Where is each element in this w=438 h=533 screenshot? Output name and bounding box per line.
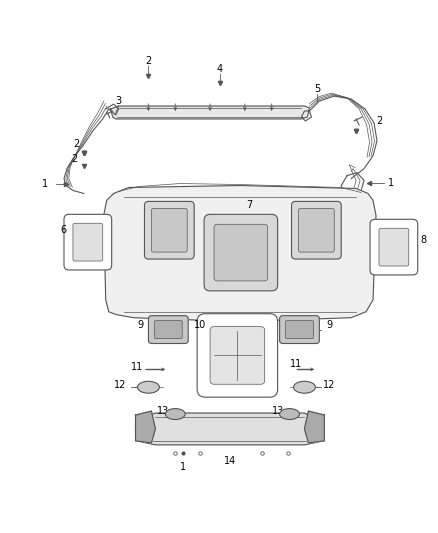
FancyBboxPatch shape [155, 321, 182, 338]
FancyBboxPatch shape [298, 208, 334, 252]
FancyBboxPatch shape [214, 224, 268, 281]
FancyBboxPatch shape [197, 314, 278, 397]
FancyBboxPatch shape [152, 208, 187, 252]
FancyBboxPatch shape [379, 228, 409, 266]
Text: 9: 9 [326, 320, 332, 329]
Text: 7: 7 [247, 200, 253, 211]
Text: 4: 4 [217, 64, 223, 74]
Text: 2: 2 [376, 116, 382, 126]
Text: 11: 11 [131, 362, 144, 373]
Text: 2: 2 [71, 154, 77, 164]
Text: 2: 2 [145, 56, 152, 66]
Text: 8: 8 [420, 235, 427, 245]
Ellipse shape [279, 409, 300, 419]
FancyBboxPatch shape [370, 219, 418, 275]
Text: 12: 12 [114, 380, 127, 390]
FancyBboxPatch shape [145, 201, 194, 259]
Text: 3: 3 [116, 96, 122, 106]
Polygon shape [104, 185, 376, 321]
FancyBboxPatch shape [292, 201, 341, 259]
Polygon shape [135, 411, 155, 443]
Text: 13: 13 [272, 406, 284, 416]
Polygon shape [304, 411, 324, 443]
Text: 5: 5 [314, 84, 321, 94]
Text: 6: 6 [60, 225, 66, 235]
Ellipse shape [293, 381, 315, 393]
Polygon shape [135, 413, 324, 445]
FancyBboxPatch shape [148, 316, 188, 343]
Text: 12: 12 [323, 380, 336, 390]
Text: 1: 1 [388, 177, 394, 188]
Text: 1: 1 [180, 462, 186, 472]
FancyBboxPatch shape [64, 214, 112, 270]
Ellipse shape [165, 409, 185, 419]
Text: 1: 1 [42, 179, 48, 189]
Text: 10: 10 [194, 320, 206, 329]
Text: 9: 9 [138, 320, 144, 329]
FancyBboxPatch shape [204, 214, 278, 291]
Text: 11: 11 [290, 359, 303, 369]
FancyBboxPatch shape [73, 223, 103, 261]
FancyBboxPatch shape [210, 327, 265, 384]
Text: 13: 13 [157, 406, 170, 416]
Text: 14: 14 [224, 456, 236, 466]
Ellipse shape [138, 381, 159, 393]
Polygon shape [111, 106, 309, 119]
Text: 2: 2 [73, 139, 79, 149]
FancyBboxPatch shape [279, 316, 319, 343]
FancyBboxPatch shape [286, 321, 314, 338]
